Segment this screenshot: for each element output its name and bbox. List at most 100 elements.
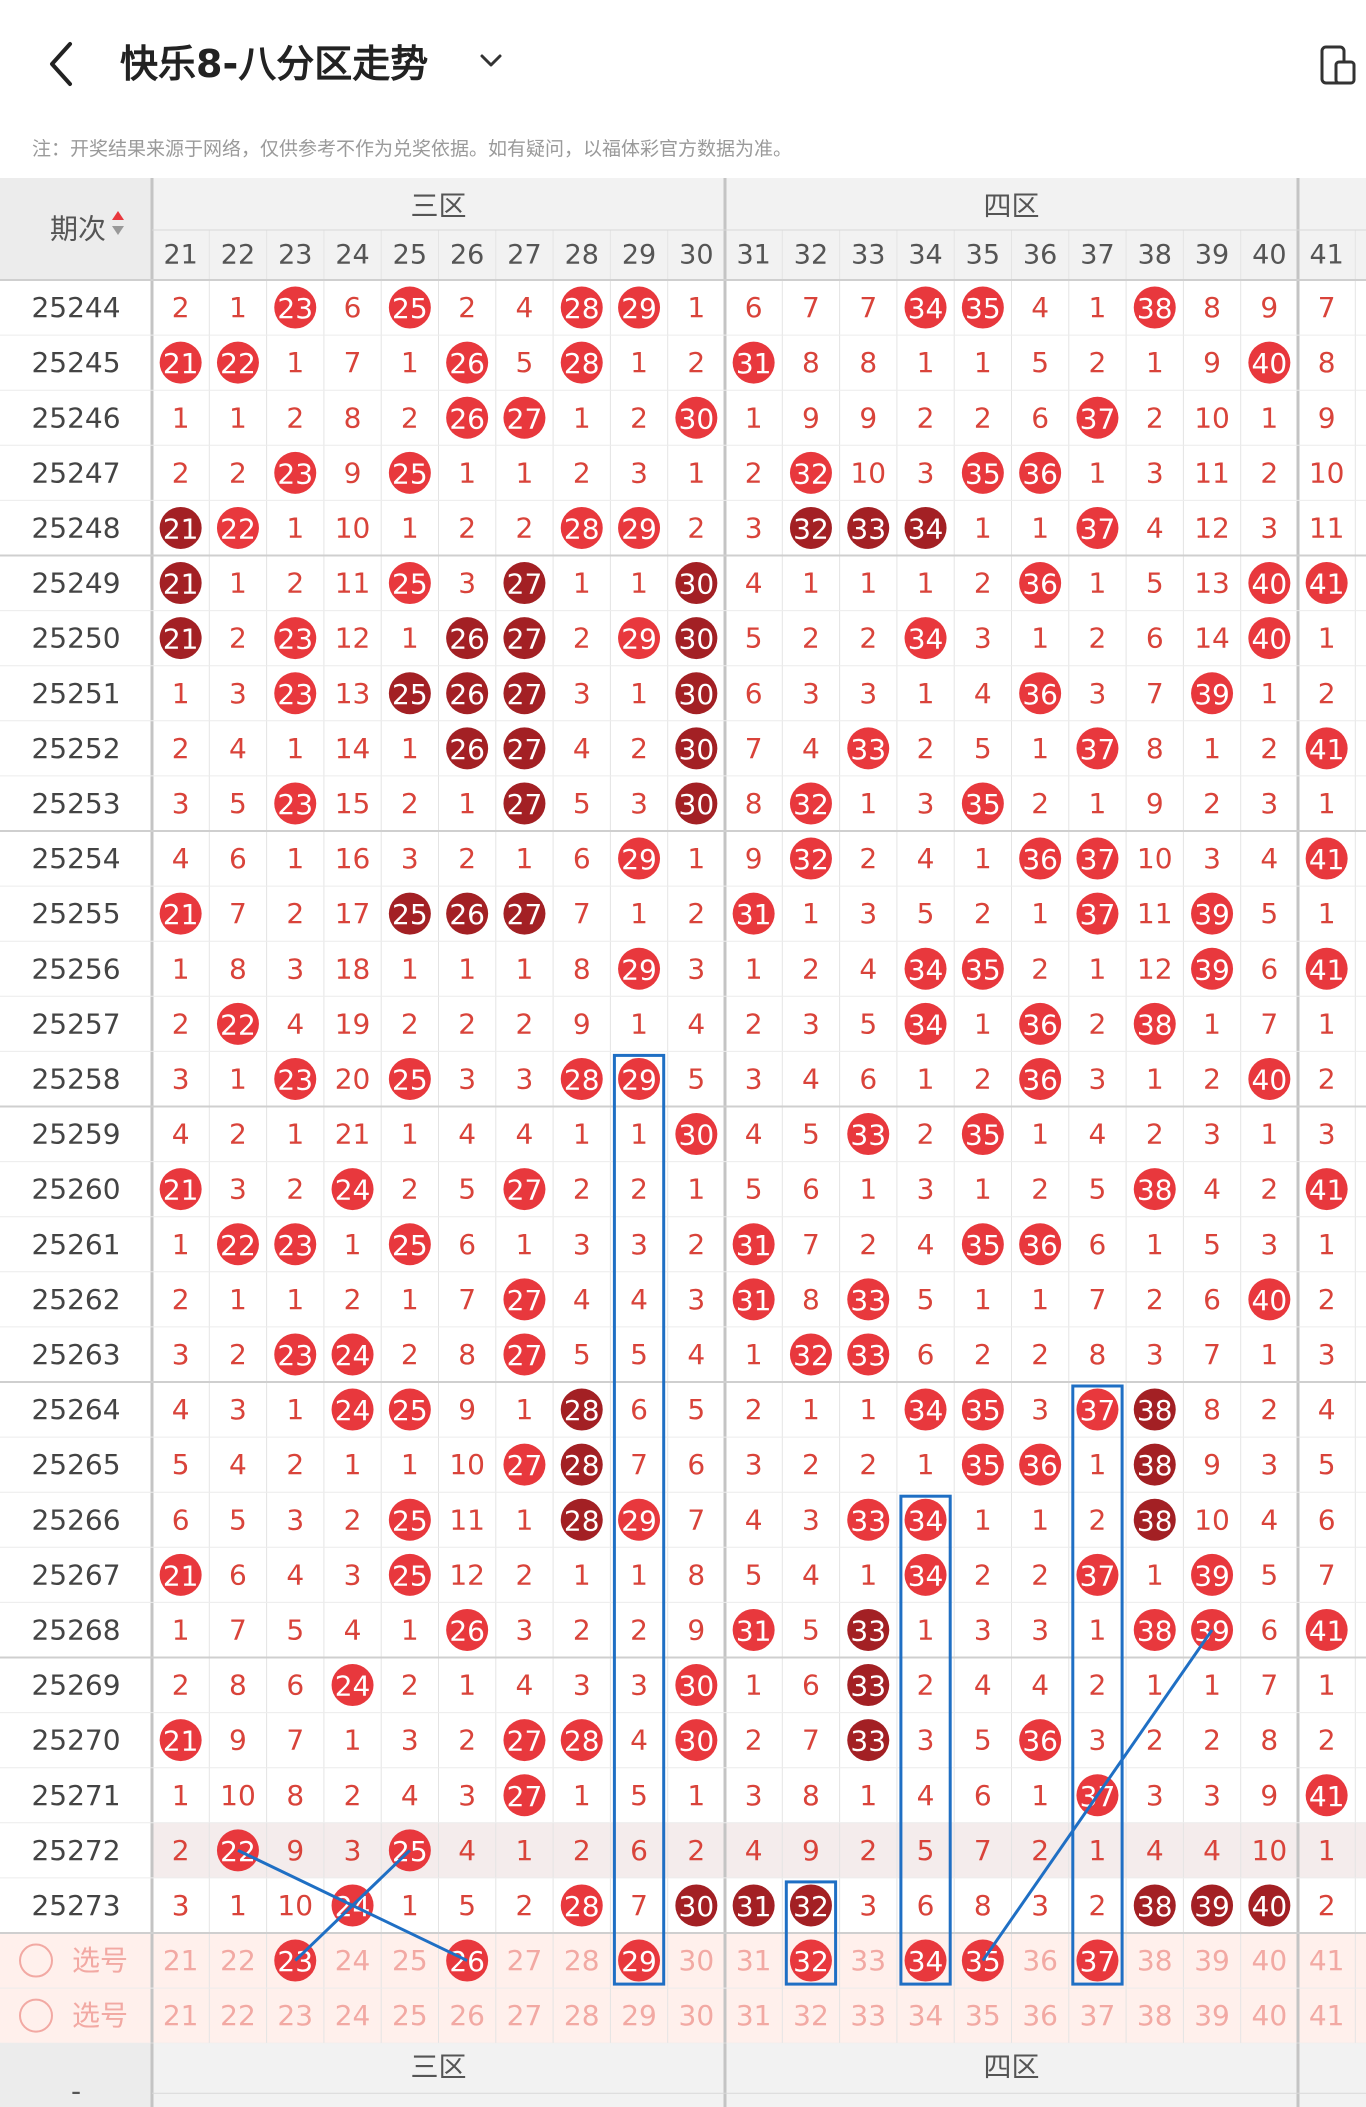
- drawn-number-ball: [331, 1168, 374, 1211]
- pick-number[interactable]: 23: [277, 1999, 313, 2032]
- pick-number[interactable]: 38: [1137, 1944, 1173, 1977]
- drawn-number-ball: [1019, 672, 1062, 715]
- drawn-number-label: 23: [277, 1339, 313, 1372]
- pick-number[interactable]: 34: [908, 1999, 944, 2032]
- pick-ball-selected[interactable]: [1076, 1939, 1119, 1982]
- miss-count: 9: [458, 1393, 476, 1426]
- pick-ball-selected[interactable]: [789, 1939, 832, 1982]
- pick-row-label[interactable]: 选号: [72, 1944, 128, 1977]
- miss-count: 1: [286, 346, 304, 379]
- pick-number[interactable]: 37: [1080, 1999, 1116, 2032]
- pick-number[interactable]: 40: [1252, 1999, 1288, 2032]
- drawn-number-ball: [1191, 1553, 1234, 1596]
- pick-number[interactable]: 30: [679, 1999, 715, 2032]
- miss-count: 18: [335, 952, 371, 985]
- pick-number[interactable]: 41: [1309, 1944, 1345, 1977]
- pick-number-selected[interactable]: 29: [621, 1945, 657, 1978]
- pick-number[interactable]: 22: [220, 1999, 256, 2032]
- pick-number[interactable]: 30: [679, 1944, 715, 1977]
- pick-row-label[interactable]: 选号: [72, 1999, 128, 2032]
- chevron-down-icon[interactable]: [474, 44, 508, 78]
- number-header-35: 35: [966, 240, 1000, 271]
- pick-number[interactable]: 40: [1252, 1944, 1288, 1977]
- pick-number-selected[interactable]: 34: [908, 1945, 944, 1978]
- drawn-number-ball: [388, 451, 431, 494]
- pick-number[interactable]: 27: [507, 1944, 543, 1977]
- pick-number[interactable]: 26: [449, 1999, 485, 2032]
- pick-number[interactable]: 28: [564, 1999, 600, 2032]
- row-bg: [152, 555, 1366, 611]
- page-title[interactable]: 快乐8-八分区走势: [120, 42, 429, 86]
- miss-count: 2: [630, 1613, 648, 1646]
- miss-count: 2: [859, 1834, 877, 1867]
- drawn-number-label: 24: [335, 1339, 371, 1372]
- pick-number[interactable]: 39: [1194, 1999, 1230, 2032]
- miss-count: 1: [458, 787, 476, 820]
- pick-number-selected[interactable]: 32: [793, 1945, 829, 1978]
- pick-number[interactable]: 21: [163, 1944, 199, 1977]
- pick-number[interactable]: 38: [1137, 1999, 1173, 2032]
- drawn-number-label: 27: [507, 733, 543, 766]
- pick-number[interactable]: 33: [850, 1944, 886, 1977]
- miss-count: 3: [1146, 1779, 1164, 1812]
- pick-number-selected[interactable]: 37: [1080, 1945, 1116, 1978]
- miss-count: 1: [1318, 897, 1336, 930]
- sort-up-icon[interactable]: [112, 211, 124, 220]
- pick-ball-selected[interactable]: [904, 1939, 947, 1982]
- miss-count: 7: [859, 291, 877, 324]
- drawn-number-ball: [159, 892, 202, 935]
- drawn-number-label: 22: [220, 512, 256, 545]
- pick-radio[interactable]: [19, 1998, 53, 2033]
- pick-number[interactable]: 25: [392, 1944, 428, 1977]
- miss-count: 6: [286, 1669, 304, 1702]
- miss-count: 3: [1146, 1338, 1164, 1371]
- drawn-number-ball: [446, 892, 489, 935]
- drawn-number-label: 39: [1194, 678, 1230, 711]
- drawn-number-label: 23: [277, 623, 313, 656]
- miss-count: 7: [802, 1228, 820, 1261]
- pick-number[interactable]: 36: [1022, 1944, 1058, 1977]
- pick-number[interactable]: 27: [507, 1999, 543, 2032]
- pick-number[interactable]: 31: [736, 1944, 772, 1977]
- pick-number[interactable]: 22: [220, 1944, 256, 1977]
- pick-number[interactable]: 41: [1309, 1999, 1345, 2032]
- pick-number[interactable]: 28: [564, 1944, 600, 1977]
- pick-radio[interactable]: [19, 1943, 53, 1978]
- miss-count: 7: [229, 897, 247, 930]
- drawn-number-label: 21: [163, 1174, 199, 1207]
- pick-number[interactable]: 36: [1022, 1999, 1058, 2032]
- miss-count: 5: [1260, 897, 1278, 930]
- pick-row-bg: [0, 1988, 1366, 2044]
- pick-number[interactable]: 21: [163, 1999, 199, 2032]
- pick-number[interactable]: 24: [335, 1999, 371, 2032]
- miss-count: 4: [687, 1007, 705, 1040]
- pick-number[interactable]: 24: [335, 1944, 371, 1977]
- pick-number[interactable]: 33: [850, 1999, 886, 2032]
- drawn-number-ball: [560, 341, 603, 384]
- drawn-number-ball: [274, 672, 317, 715]
- miss-count: 4: [974, 1669, 992, 1702]
- sort-down-icon[interactable]: [112, 226, 124, 235]
- miss-count: 5: [1203, 1228, 1221, 1261]
- miss-count: 2: [401, 1338, 419, 1371]
- period-header-label[interactable]: 期次: [50, 213, 106, 246]
- drawn-number-ball: [1019, 837, 1062, 880]
- pick-number-selected[interactable]: 35: [965, 1945, 1001, 1978]
- pick-number[interactable]: 39: [1194, 1944, 1230, 1977]
- drawn-number-ball: [789, 506, 832, 549]
- device-icon[interactable]: [1318, 44, 1358, 88]
- trend-highlight-box: [1071, 1384, 1124, 1986]
- trend-table[interactable]: 期次 三区 四区 21 22 23 24 25 26 27 28 29 30 31 32 33 34 35 36 37…: [0, 178, 1366, 2107]
- drawn-number-label: 30: [679, 1670, 715, 1703]
- miss-count: 1: [859, 567, 877, 600]
- pick-number-selected[interactable]: 26: [449, 1945, 485, 1978]
- drawn-number-ball: [904, 1553, 947, 1596]
- pick-ball-selected[interactable]: [618, 1939, 661, 1982]
- pick-number[interactable]: 31: [736, 1999, 772, 2032]
- miss-count: 2: [1260, 1173, 1278, 1206]
- back-chevron-icon[interactable]: [40, 36, 84, 92]
- pick-number[interactable]: 32: [793, 1999, 829, 2032]
- pick-number[interactable]: 29: [621, 1999, 657, 2032]
- pick-number[interactable]: 35: [965, 1999, 1001, 2032]
- pick-number[interactable]: 25: [392, 1999, 428, 2032]
